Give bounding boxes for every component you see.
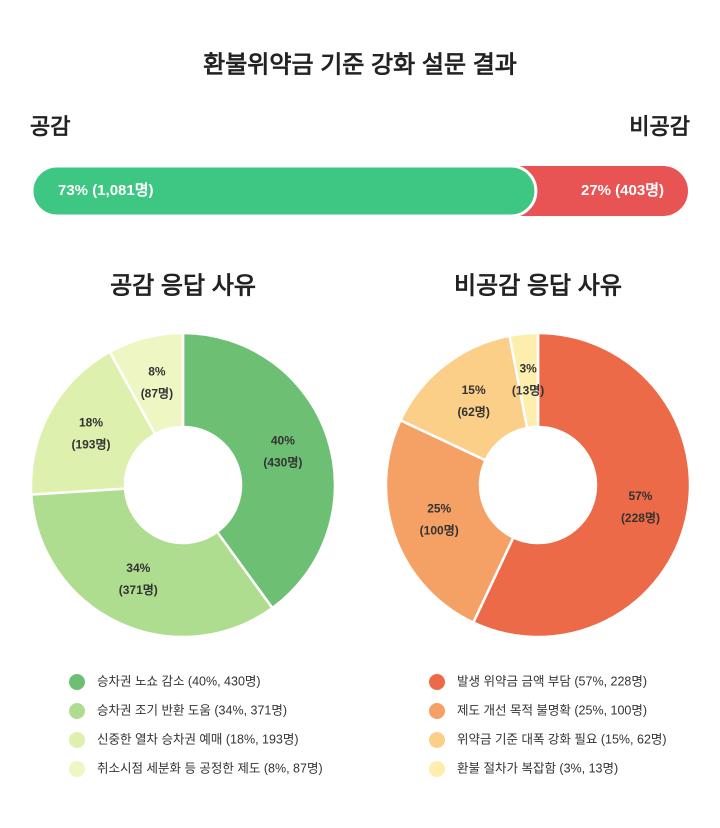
donut-slice (181, 331, 337, 610)
donut-slice (29, 487, 275, 639)
legend-swatch (69, 761, 85, 777)
legend-label: 취소시점 세분화 등 공정한 제도 (8%, 87명) (97, 761, 323, 775)
slice-label: 57% (628, 489, 652, 503)
legend-label: 위약금 기준 대폭 강화 필요 (15%, 62명) (457, 731, 667, 746)
slice-sublabel: (430명) (263, 456, 302, 470)
slice-sublabel: (228명) (621, 511, 660, 525)
slice-label: 8% (148, 364, 166, 378)
legend-label: 신중한 열차 승차권 예매 (18%, 193명) (97, 732, 299, 746)
legend-label: 제도 개선 목적 불명확 (25%, 100명) (457, 703, 647, 717)
slice-sublabel: (62명) (457, 405, 489, 419)
legend-swatch (429, 703, 445, 719)
donut-slice (508, 331, 540, 430)
bar (30, 164, 538, 218)
pie-title: 공감 응답 사유 (110, 272, 256, 299)
series-name: 비공감 (629, 114, 690, 139)
series-name: 공감 (30, 114, 70, 139)
legend-label: 발생 위약금 금액 부담 (57%, 228명) (457, 673, 647, 688)
donut-slice (398, 334, 529, 462)
donut-slice (471, 331, 692, 639)
legend-swatch (69, 674, 85, 690)
legend-label: 승차권 조기 반환 도움 (34%, 371명) (97, 703, 287, 717)
slice-sublabel: (100명) (420, 524, 459, 538)
legend-swatch (429, 732, 445, 748)
donut-slice (384, 418, 515, 625)
bar (485, 166, 688, 216)
value-label: 73% (1,081명) (58, 181, 154, 199)
legend-swatch (69, 703, 85, 719)
slice-label: 15% (462, 383, 486, 397)
slice-sublabel: (87명) (141, 386, 173, 400)
donut-slice (29, 350, 157, 496)
slice-label: 3% (519, 362, 537, 376)
slice-sublabel: (13명) (512, 384, 544, 398)
value-label: 27% (403명) (581, 181, 664, 199)
slice-label: 40% (271, 434, 295, 448)
donut-slice (108, 331, 185, 436)
slice-label: 18% (79, 416, 103, 430)
legend-swatch (429, 761, 445, 777)
slice-label: 34% (126, 561, 150, 575)
legend-label: 승차권 노쇼 감소 (40%, 430명) (97, 674, 261, 688)
pie-title: 비공감 응답 사유 (454, 272, 622, 299)
slice-sublabel: (371명) (119, 583, 158, 597)
slice-label: 25% (427, 502, 451, 516)
legend-swatch (429, 674, 445, 690)
legend-label: 환불 절차가 복잡함 (3%, 13명) (457, 761, 618, 775)
slice-sublabel: (193명) (71, 438, 110, 452)
legend-swatch (69, 732, 85, 748)
page-title: 환불위약금 기준 강화 설문 결과 (203, 51, 517, 78)
